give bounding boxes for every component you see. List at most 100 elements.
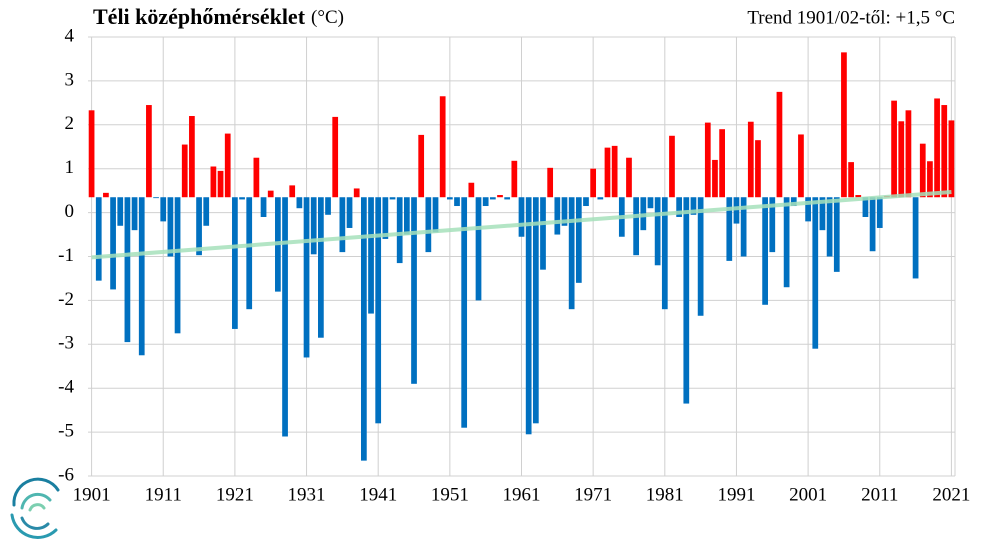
bar <box>898 121 905 198</box>
x-tick-label: 2021 <box>932 484 970 505</box>
bar <box>611 145 618 198</box>
x-tick-label: 1951 <box>431 484 469 505</box>
bar <box>489 197 496 200</box>
bar <box>747 121 754 198</box>
bar <box>654 197 661 266</box>
bar <box>468 182 475 198</box>
unit-label: (°C) <box>311 7 344 28</box>
bar <box>375 197 382 424</box>
bar <box>146 105 152 198</box>
bar <box>260 197 267 217</box>
bar <box>138 197 145 356</box>
bar <box>461 197 468 428</box>
y-tick-label: 1 <box>65 157 75 178</box>
bar <box>454 197 460 207</box>
bar <box>712 159 718 198</box>
x-tick-label: 2011 <box>861 484 898 505</box>
x-tick-label: 1921 <box>216 484 254 505</box>
bar <box>174 197 181 334</box>
bar <box>475 197 482 301</box>
bar <box>95 197 102 281</box>
bar <box>389 197 396 200</box>
x-tick-label: 1901 <box>73 484 111 505</box>
bar <box>167 197 174 257</box>
y-tick-label: -5 <box>58 420 74 441</box>
bar <box>826 197 833 257</box>
bar <box>819 197 826 231</box>
bar <box>733 197 740 224</box>
bar <box>633 197 640 256</box>
bar <box>482 197 489 207</box>
bar <box>203 197 210 226</box>
bar <box>869 197 876 252</box>
bar <box>855 195 862 198</box>
bar <box>812 197 819 349</box>
bar <box>604 147 611 198</box>
bar <box>676 197 683 217</box>
bar <box>532 197 539 424</box>
bar <box>540 197 546 270</box>
y-tick-label: -1 <box>58 245 74 266</box>
bar <box>554 197 561 235</box>
x-tick-label: 1991 <box>717 484 755 505</box>
bar <box>131 197 138 231</box>
bar <box>446 197 453 200</box>
x-tick-label: 1931 <box>288 484 326 505</box>
bar <box>332 116 339 198</box>
bar <box>396 197 403 264</box>
bar <box>88 110 95 198</box>
y-tick-label: 4 <box>65 25 75 46</box>
bar <box>346 197 353 228</box>
bar <box>626 157 632 198</box>
bar <box>697 197 704 316</box>
bar <box>912 197 919 279</box>
bar <box>927 161 933 198</box>
bar <box>919 143 926 198</box>
y-tick-label: 2 <box>65 113 75 134</box>
bar <box>124 197 131 343</box>
bar <box>848 162 854 198</box>
y-tick-label: -4 <box>58 377 74 398</box>
bar <box>575 197 582 283</box>
x-tick-label: 1911 <box>145 484 182 505</box>
y-tick-label: -6 <box>58 464 74 485</box>
bar <box>253 157 260 198</box>
bar <box>769 197 776 253</box>
x-tick-label: 1971 <box>574 484 612 505</box>
bar <box>239 197 245 200</box>
logo <box>10 477 60 539</box>
bar <box>934 98 940 198</box>
x-tick-label: 1941 <box>359 484 397 505</box>
bar <box>905 110 912 198</box>
bar <box>511 160 518 198</box>
y-tick-label: 0 <box>65 201 75 222</box>
bar <box>403 197 410 235</box>
bar <box>232 197 238 329</box>
y-tick-label: 3 <box>65 69 75 90</box>
bar <box>318 197 324 338</box>
bar <box>368 197 374 314</box>
bar <box>583 197 589 207</box>
bar <box>110 197 116 290</box>
bar <box>762 197 768 305</box>
bar <box>518 197 525 237</box>
bar <box>103 192 109 198</box>
bar <box>310 197 317 255</box>
bar <box>224 133 231 198</box>
bar <box>661 197 668 310</box>
bar <box>432 197 439 233</box>
bar <box>217 170 224 198</box>
bar <box>862 197 869 217</box>
bar <box>704 122 711 198</box>
bar <box>833 197 840 272</box>
bar <box>303 197 310 358</box>
bar <box>590 168 597 198</box>
bar <box>246 197 253 310</box>
bar <box>325 197 331 215</box>
bar <box>439 96 446 198</box>
bar <box>726 197 733 261</box>
y-tick-label: -3 <box>58 333 74 354</box>
bar <box>267 190 274 198</box>
trend-annotation: Trend 1901/02-től: +1,5 °C <box>747 7 955 28</box>
bar <box>597 197 604 200</box>
